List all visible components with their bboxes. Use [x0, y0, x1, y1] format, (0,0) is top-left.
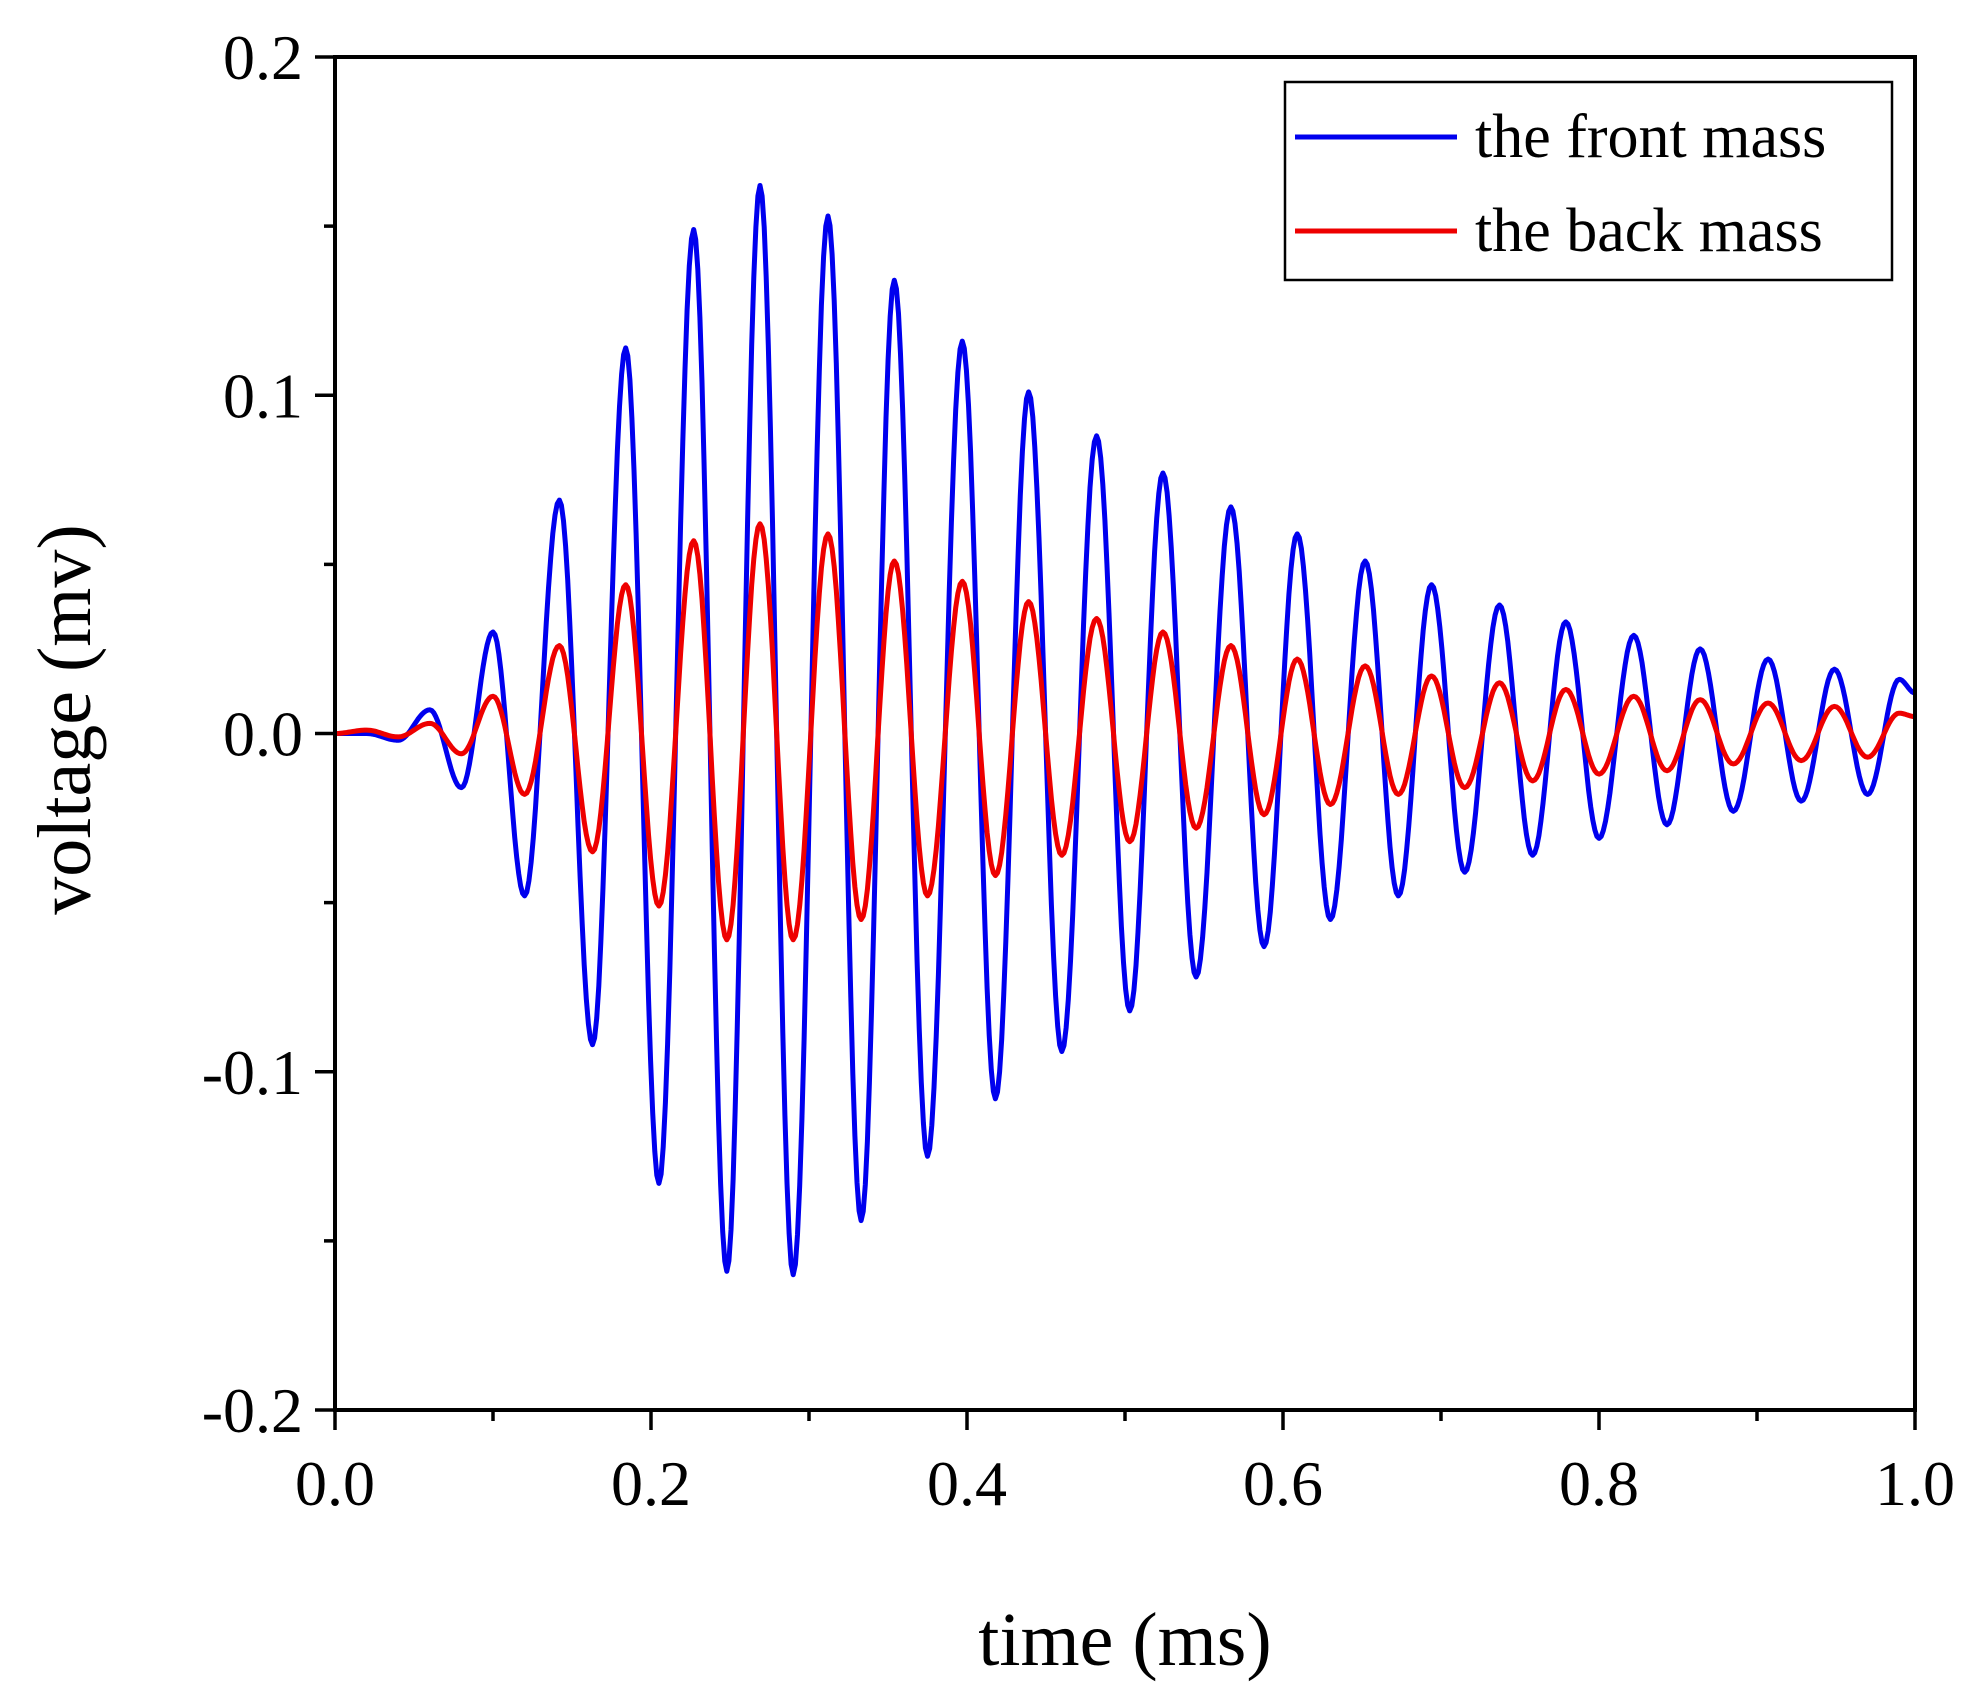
x-axis-label: time (ms): [978, 1598, 1271, 1682]
x-tick-label: 1.0: [1875, 1448, 1955, 1519]
y-tick-label: -0.1: [202, 1037, 303, 1108]
x-tick-label: 0.4: [927, 1448, 1007, 1519]
legend-label-front-mass: the front mass: [1475, 103, 1826, 171]
legend-label-back-mass: the back mass: [1475, 197, 1823, 265]
axis-ticks: [315, 55, 1917, 1430]
y-tick-label: 0.0: [223, 699, 303, 770]
x-tick-label: 0.0: [295, 1448, 375, 1519]
series-layer: [334, 183, 1917, 1278]
x-tick-label: 0.6: [1243, 1448, 1323, 1519]
series-line-back-mass: [334, 521, 1917, 943]
y-axis-label: voltage (mv): [23, 524, 107, 914]
legend-box: [1283, 80, 1894, 282]
x-tick-label: 0.8: [1559, 1448, 1639, 1519]
legend: the front mass the back mass: [1283, 80, 1894, 282]
y-tick-label: -0.2: [202, 1375, 303, 1446]
tick-labels: 0.0 0.2 0.4 0.6 0.8 1.0 -0.2 -0.1 0.0 0.1 0.2: [202, 22, 1955, 1519]
x-tick-label: 0.2: [611, 1448, 691, 1519]
series-line-front-mass: [334, 183, 1917, 1278]
y-tick-label: 0.1: [223, 360, 303, 431]
y-tick-label: 0.2: [223, 22, 303, 93]
